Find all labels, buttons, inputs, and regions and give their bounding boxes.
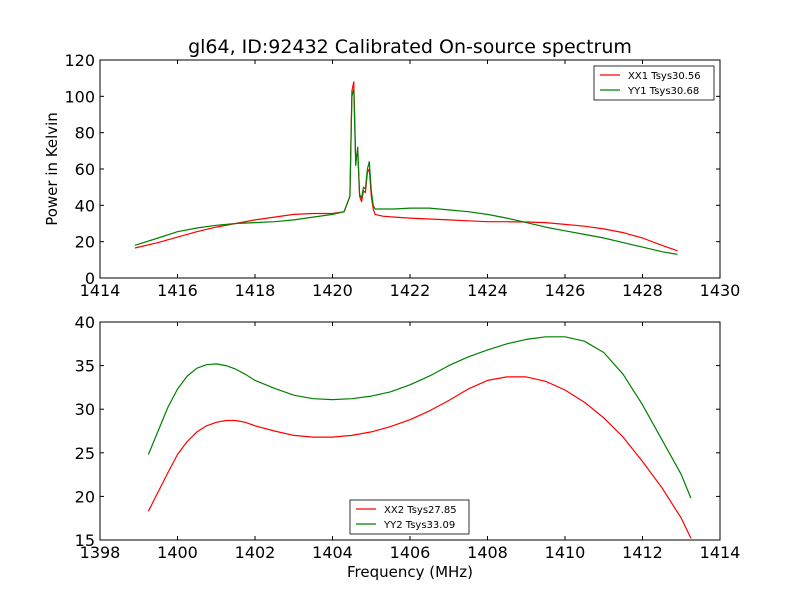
x-tick-label: 1422 xyxy=(390,281,431,300)
y-tick-label: 15 xyxy=(75,531,95,550)
x-tick-label: 1410 xyxy=(545,543,586,562)
x-tick-label: 1404 xyxy=(312,543,353,562)
y-tick-label: 20 xyxy=(75,233,95,252)
legend-box xyxy=(593,65,715,101)
series-line-bottom-0 xyxy=(147,376,692,539)
legend-label: XX1 Tsys30.56 xyxy=(628,71,701,82)
chart-title: gl64, ID:92432 Calibrated On-source spec… xyxy=(188,36,632,58)
y-tick-label: 35 xyxy=(75,357,95,376)
legend-label: YY1 Tsys30.68 xyxy=(627,86,699,97)
y-tick-label: 40 xyxy=(75,313,95,332)
series-line-top-1 xyxy=(134,88,678,255)
x-tick-label: 1402 xyxy=(235,543,276,562)
y-tick-label: 20 xyxy=(75,487,95,506)
x-tick-label: 1430 xyxy=(700,281,741,300)
y-tick-label: 40 xyxy=(75,196,95,215)
y-tick-label: 30 xyxy=(75,400,95,419)
y-tick-label: 100 xyxy=(64,87,95,106)
legend-label: XX2 Tsys27.85 xyxy=(384,505,457,516)
x-tick-label: 1416 xyxy=(157,281,198,300)
x-tick-label: 1428 xyxy=(622,281,663,300)
x-tick-label: 1424 xyxy=(467,281,508,300)
x-tick-label: 1406 xyxy=(390,543,431,562)
x-tick-label: 1414 xyxy=(80,281,121,300)
x-tick-label: 1408 xyxy=(467,543,508,562)
bottom-chart-panel: 1398 1400 1402 1404 1406 1408 1410 1412 1414 15 20… xyxy=(75,313,741,562)
x-tick-label: 1400 xyxy=(157,543,198,562)
y-tick-label: 0 xyxy=(85,269,95,288)
y-tick-label: 120 xyxy=(64,51,95,70)
top-y-axis-label: Power in Kelvin xyxy=(43,112,61,226)
y-tick-label: 80 xyxy=(75,124,95,143)
bottom-x-axis-label: Frequency (MHz) xyxy=(347,563,473,581)
x-tick-label: 1398 xyxy=(80,543,121,562)
legend-label: YY2 Tsys33.09 xyxy=(383,520,455,531)
series-line-bottom-1 xyxy=(147,336,692,499)
legend-box xyxy=(349,499,470,535)
x-tick-label: 1414 xyxy=(700,543,741,562)
top-chart-panel: 1414 1416 1418 1420 1422 1424 1426 1428 1430 0 20 4… xyxy=(64,51,740,300)
x-tick-label: 1426 xyxy=(545,281,586,300)
x-tick-label: 1418 xyxy=(235,281,276,300)
y-tick-label: 60 xyxy=(75,160,95,179)
x-tick-label: 1420 xyxy=(312,281,353,300)
y-tick-label: 25 xyxy=(75,444,95,463)
x-tick-label: 1412 xyxy=(622,543,663,562)
